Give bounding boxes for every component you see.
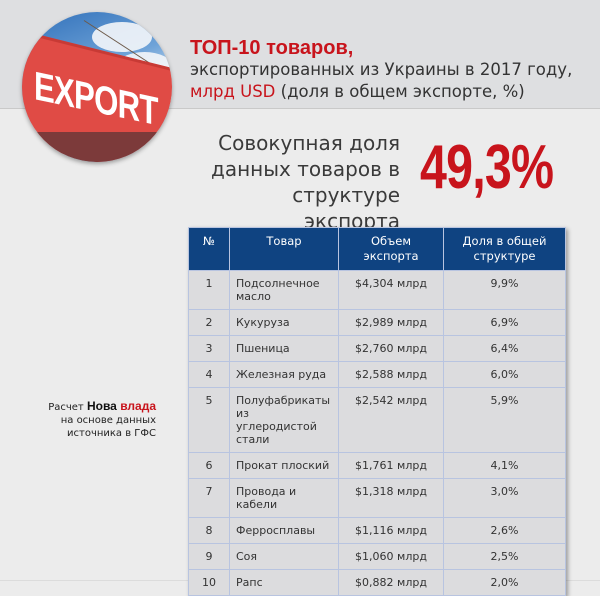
col-header-volume: Объем экспорта: [338, 227, 444, 271]
table-row: 6 Прокат плоский $1,761 млрд 4,1%: [188, 452, 566, 479]
table-row: 3 Пшеница $2,760 млрд 6,4%: [188, 335, 566, 362]
table-row: 9 Соя $1,060 млрд 2,5%: [188, 543, 566, 570]
table-row: 2 Кукуруза $2,989 млрд 6,9%: [188, 309, 566, 336]
credit-prefix: Расчет: [48, 402, 84, 413]
col-header-share: Доля в общей структуре: [443, 227, 566, 271]
page-title: ТОП-10 товаров, экспортированных из Укра…: [190, 37, 590, 103]
title-line-2: экспортированных из Украины в 2017 году,: [190, 60, 573, 79]
table-header-row: № Товар Объем экспорта Доля в общей стру…: [188, 227, 566, 271]
credit-line-3: источника в ГФС: [67, 428, 156, 439]
title-unit: млрд USD: [190, 82, 276, 101]
table-row: 10 Рапс $0,882 млрд 2,0%: [188, 569, 566, 596]
title-note: (доля в общем экспорте, %): [275, 82, 525, 101]
summary-label-line: данных товаров в: [210, 157, 400, 181]
summary-value: 49,3%: [420, 133, 554, 202]
col-header-item: Товар: [229, 227, 339, 271]
table-row: 7 Провода и кабели $1,318 млрд 3,0%: [188, 478, 566, 518]
credit-line-2: на основе данных: [60, 415, 156, 426]
export-badge-image: EXPORT: [22, 12, 172, 162]
col-header-number: №: [188, 227, 230, 271]
table-row: 5 Полуфабрикаты из углеродистой стали $2,5…: [188, 387, 566, 453]
exports-table: № Товар Объем экспорта Доля в общей стру…: [188, 227, 566, 596]
table-row: 1 Подсолнечное масло $4,304 млрд 9,9%: [188, 270, 566, 310]
summary-label-line: Совокупная доля: [218, 131, 400, 155]
summary-label: Совокупная доля данных товаров в структу…: [190, 130, 400, 234]
table-row: 4 Железная руда $2,588 млрд 6,0%: [188, 361, 566, 388]
table-row: 8 Ферросплавы $1,116 млрд 2,6%: [188, 517, 566, 544]
nova-vlada-logo: Нова влада: [86, 399, 156, 413]
title-line-3: млрд USD (доля в общем экспорте, %): [190, 81, 590, 103]
source-credit: Расчет Нова влада на основе данных источ…: [28, 400, 156, 440]
title-line-1: ТОП-10 товаров,: [190, 37, 354, 59]
